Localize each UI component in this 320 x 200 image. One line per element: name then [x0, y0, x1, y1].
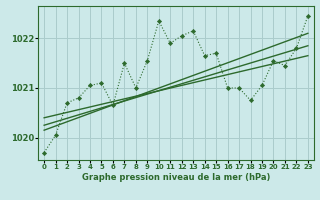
- X-axis label: Graphe pression niveau de la mer (hPa): Graphe pression niveau de la mer (hPa): [82, 173, 270, 182]
